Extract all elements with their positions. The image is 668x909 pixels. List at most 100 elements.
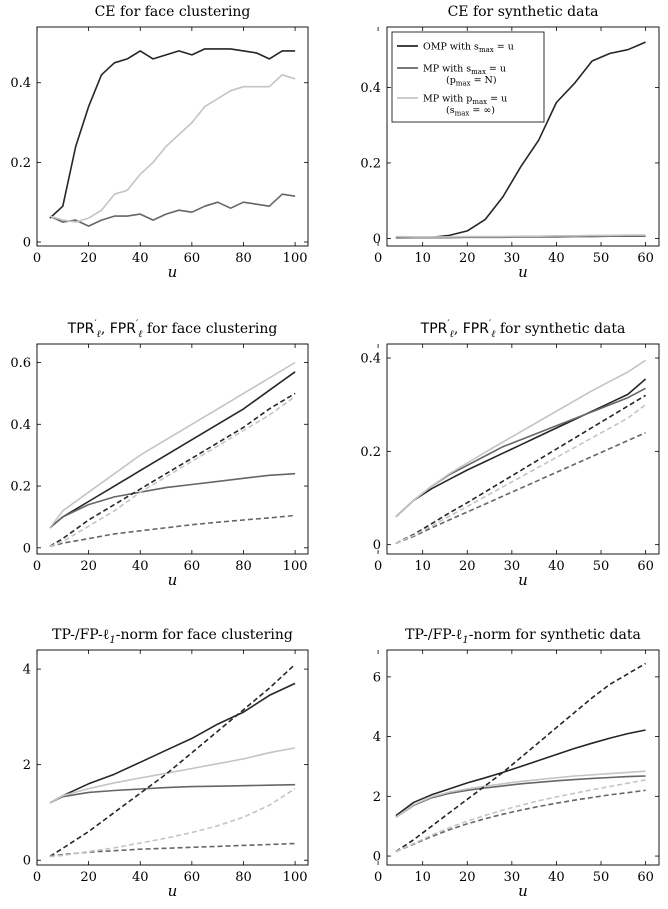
x-tick-label: 20 — [80, 251, 97, 266]
x-tick-label: 0 — [374, 251, 382, 266]
panel-tpr-face: TPR′ℓ, FPR′ℓ for face clustering 0 20 40 60 8… — [10, 319, 309, 589]
series-line-mp_p-dashed — [49, 395, 296, 548]
panel-tpr-synth: TPR′ℓ, FPR′ℓ for synthetic data 0 10 20 30 40… — [360, 319, 660, 589]
x-tick-label: 60 — [184, 559, 201, 574]
panel-title: CE for face clustering — [95, 4, 251, 20]
y-tick-label: 0.4 — [10, 76, 31, 91]
y-tick-label: 0 — [23, 541, 31, 556]
legend-label-mp_s-2: (pmax = N) — [446, 75, 497, 88]
x-tick-label: 40 — [132, 559, 149, 574]
y-tick-label: 0.2 — [360, 156, 381, 171]
series-line-mp_p-dashed — [395, 779, 646, 853]
x-axis-label: u — [518, 263, 528, 281]
x-tick-label: 60 — [184, 870, 201, 885]
y-tick-label: 0.4 — [360, 81, 381, 96]
x-tick-label: 30 — [504, 251, 521, 266]
y-tick-label: 0.4 — [360, 352, 381, 367]
x-tick-label: 10 — [414, 870, 431, 885]
panel-title: TPR′ℓ, FPR′ℓ for synthetic data — [420, 319, 626, 340]
series-line-mp_s-dashed — [49, 514, 296, 548]
x-tick-label: 60 — [637, 559, 654, 574]
y-tick-label: 0 — [23, 854, 31, 869]
series-line-mp_s — [49, 783, 296, 804]
x-tick-label: 30 — [504, 559, 521, 574]
y-tick-label: 6 — [373, 670, 381, 685]
x-axis-label: u — [518, 882, 528, 900]
series-line-mp_s — [395, 775, 646, 818]
y-tick-label: 0 — [373, 850, 381, 865]
x-tick-label: 0 — [374, 559, 382, 574]
series-line-mp_p — [395, 770, 646, 818]
y-tick-label: 0 — [373, 232, 381, 247]
legend-label-mp_s: MP with smax = u — [423, 64, 506, 77]
series-line-omp-dashed — [395, 394, 647, 545]
series-line-mp_p-dashed — [395, 404, 647, 545]
panel-title: TP-/FP-ℓ1-norm for synthetic data — [405, 627, 641, 646]
x-tick-label: 40 — [548, 559, 565, 574]
axes-frame — [386, 26, 660, 247]
legend: OMP with smax = u MP with smax = u(pmax =… — [391, 31, 545, 123]
legend-label-mp_p: MP with pmax = u — [423, 94, 507, 107]
series-line-mp_s — [49, 193, 296, 227]
x-tick-label: 60 — [637, 870, 654, 885]
y-tick-label: 0.2 — [10, 480, 31, 495]
x-tick-label: 20 — [459, 251, 476, 266]
series-line-omp-dashed — [49, 392, 296, 547]
x-tick-label: 80 — [235, 870, 252, 885]
x-axis-label: u — [518, 571, 528, 589]
x-tick-label: 40 — [548, 251, 565, 266]
panel-title: CE for synthetic data — [448, 4, 599, 20]
series-line-mp_p-dashed — [49, 787, 296, 858]
x-tick-label: 10 — [414, 559, 431, 574]
x-tick-label: 0 — [374, 870, 382, 885]
y-tick-label: 0 — [23, 236, 31, 251]
series-line-mp_s — [395, 387, 646, 518]
y-tick-label: 4 — [373, 730, 381, 745]
x-tick-label: 100 — [283, 251, 308, 266]
y-tick-label: 0.4 — [10, 418, 31, 433]
series-line-omp — [395, 378, 647, 518]
x-tick-label: 20 — [459, 870, 476, 885]
x-tick-label: 20 — [80, 559, 97, 574]
axes-frame — [36, 26, 309, 247]
series-line-mp_s-dashed — [49, 842, 296, 858]
x-tick-label: 0 — [33, 870, 41, 885]
panel-title: TPR′ℓ, FPR′ℓ for face clustering — [67, 319, 278, 340]
x-axis-label: u — [168, 882, 178, 900]
panel-ce-synth: CE for synthetic data 0 10 20 30 40 50 60 0 0.2 0.… — [360, 4, 660, 281]
y-tick-label: 4 — [23, 663, 31, 678]
series-line-mp_s — [49, 472, 296, 529]
series-line-omp — [395, 729, 646, 817]
panel-title: TP-/FP-ℓ1-norm for face clustering — [52, 627, 293, 646]
x-axis-label: u — [168, 263, 178, 281]
series-line-omp-dashed — [395, 662, 647, 853]
x-axis-label: u — [168, 571, 178, 589]
series-line-mp_p — [49, 361, 296, 529]
series-line-omp-dashed — [49, 663, 296, 858]
x-tick-label: 40 — [132, 251, 149, 266]
y-tick-label: 0.6 — [10, 356, 31, 371]
x-tick-label: 60 — [637, 251, 654, 266]
series-line-mp_p — [49, 747, 296, 804]
x-tick-label: 10 — [414, 251, 431, 266]
x-tick-label: 40 — [548, 870, 565, 885]
series-line-mp_s-dashed — [395, 789, 646, 853]
x-tick-label: 30 — [504, 870, 521, 885]
panel-ce-face: CE for face clustering 0 20 40 60 80 100 0 0.2 0.… — [10, 4, 309, 281]
x-tick-label: 50 — [593, 870, 610, 885]
series-line-mp_p — [395, 359, 647, 518]
x-tick-label: 40 — [132, 870, 149, 885]
series-line-omp — [49, 371, 296, 529]
series-line-mp_p — [395, 234, 646, 238]
x-tick-label: 0 — [33, 559, 41, 574]
series-line-mp_s-dashed — [395, 431, 646, 545]
x-tick-label: 20 — [80, 870, 97, 885]
x-tick-label: 100 — [283, 870, 308, 885]
y-tick-label: 0.2 — [360, 445, 381, 460]
series-line-omp — [49, 682, 296, 804]
y-tick-label: 2 — [373, 790, 381, 805]
series-line-mp_p — [49, 74, 296, 223]
x-tick-label: 50 — [593, 559, 610, 574]
